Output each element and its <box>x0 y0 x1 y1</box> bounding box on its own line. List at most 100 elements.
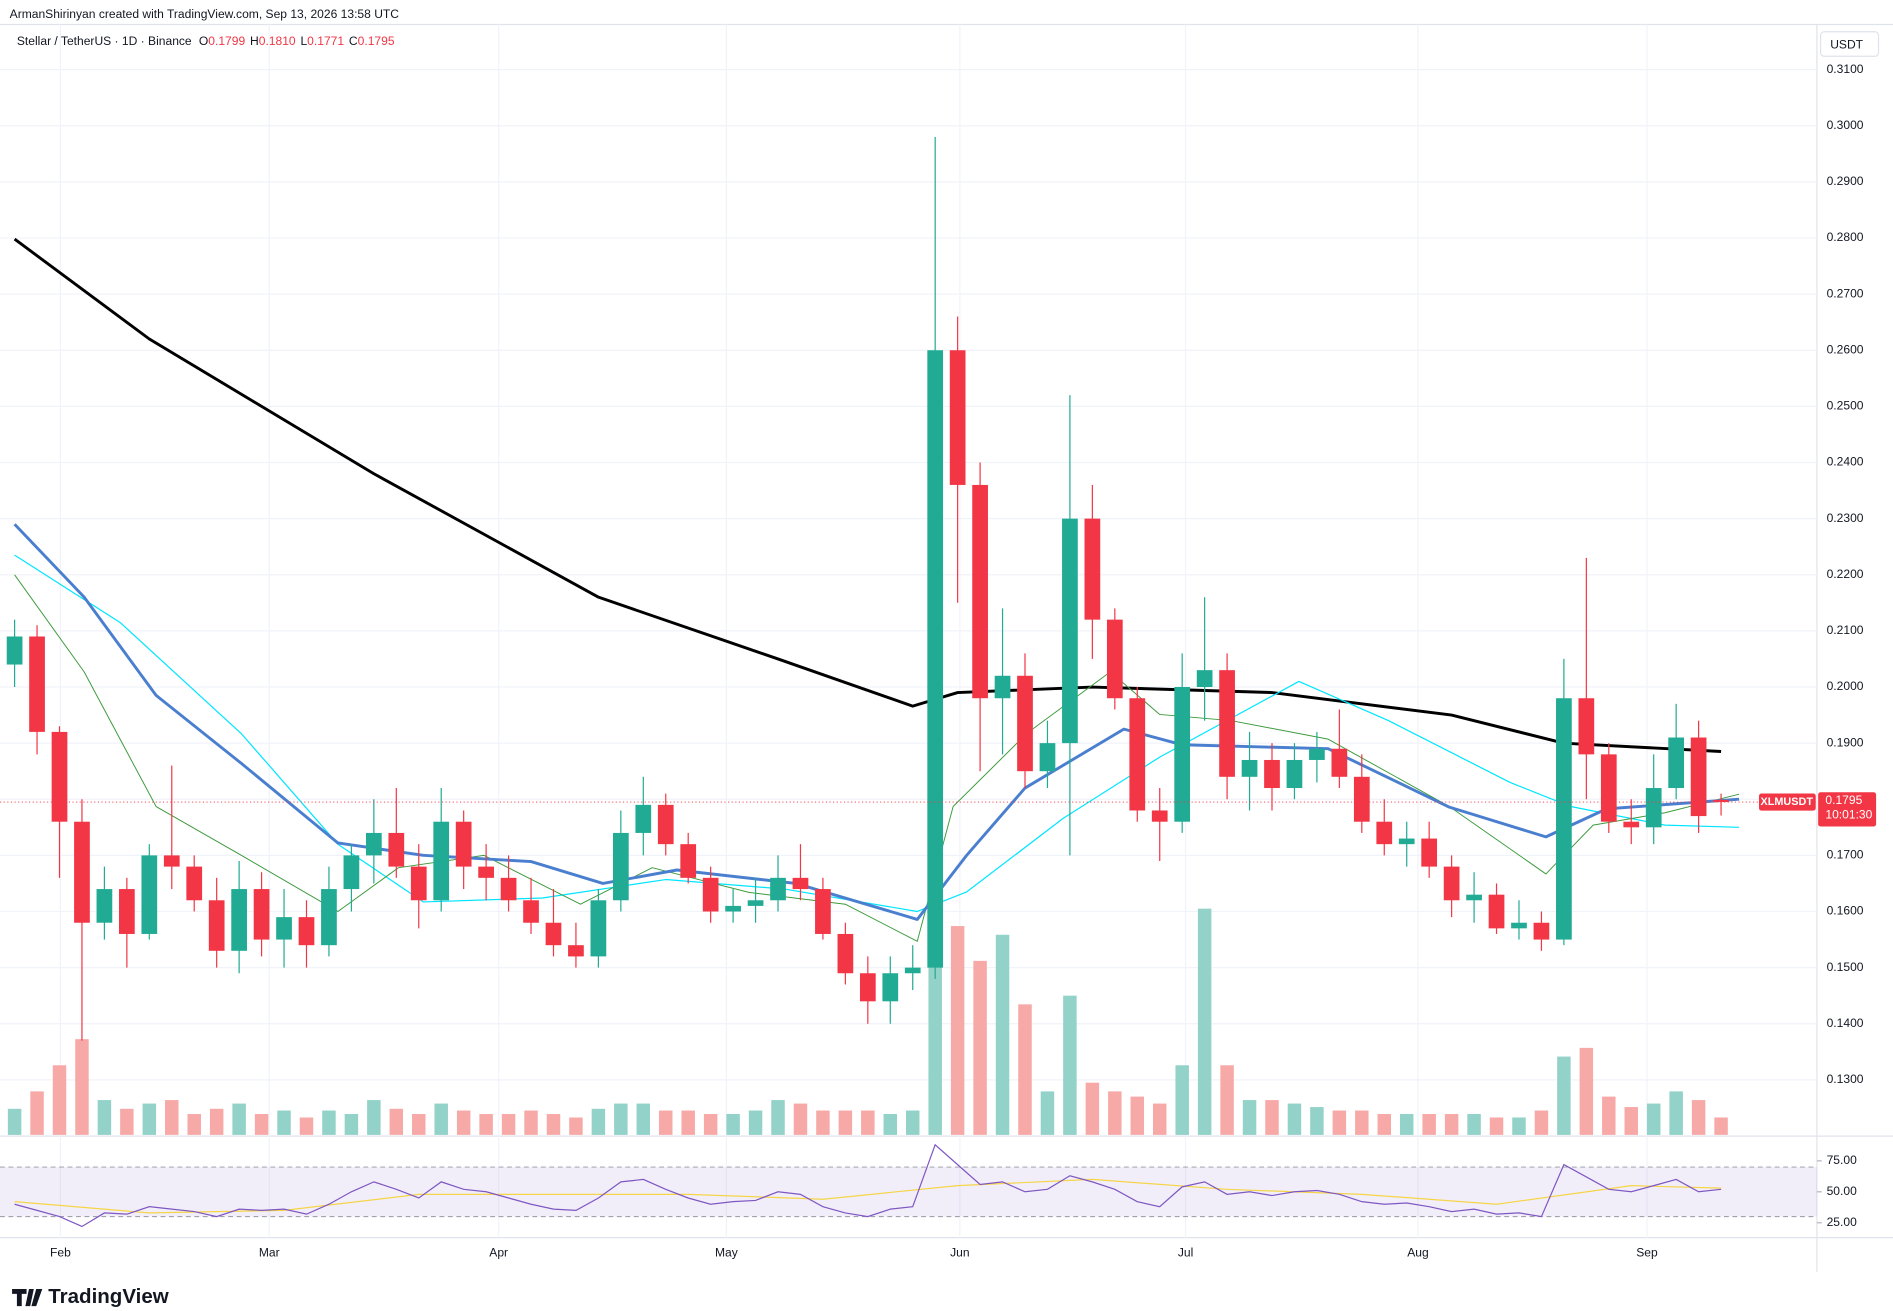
volume-bar <box>1265 1100 1279 1135</box>
ohlc-key: O <box>199 34 208 48</box>
symbol-tag-text: XLMUSDT <box>1761 796 1814 808</box>
candle-body <box>1264 759 1280 789</box>
candle-body <box>1219 670 1235 777</box>
y-tick-label: 0.2700 <box>1827 286 1864 300</box>
x-tick-label: Sep <box>1636 1246 1658 1260</box>
volume-bar <box>1332 1110 1347 1135</box>
volume-bar <box>838 1110 853 1135</box>
candle-body <box>163 855 180 867</box>
x-tick-label: Aug <box>1407 1246 1428 1260</box>
volume-bar <box>1422 1114 1436 1135</box>
candle-body <box>1084 518 1101 620</box>
volume-bar <box>636 1103 651 1135</box>
volume-bar <box>232 1103 246 1135</box>
volume-bar <box>389 1108 404 1135</box>
candle-body <box>433 821 450 901</box>
volume-bar <box>165 1100 179 1135</box>
volume-bar <box>1085 1082 1100 1135</box>
candle-body <box>1421 838 1438 867</box>
candle-body <box>208 900 225 951</box>
y-tick-label: 0.2200 <box>1827 567 1864 581</box>
rsi-tick-label: 50.00 <box>1827 1184 1857 1198</box>
candle-body <box>1062 518 1078 744</box>
y-tick-label: 0.1600 <box>1827 904 1864 918</box>
candle-body <box>365 832 382 856</box>
candle-body <box>590 900 607 957</box>
volume-bar <box>367 1100 381 1135</box>
y-tick-label: 0.1500 <box>1827 960 1864 974</box>
volume-bar <box>52 1065 67 1135</box>
volume-bar <box>614 1103 628 1135</box>
volume-bar <box>546 1114 561 1135</box>
candle-body <box>51 731 68 822</box>
x-tick-label: Mar <box>259 1246 280 1260</box>
y-tick-label: 0.2900 <box>1827 174 1864 188</box>
candle-body <box>1713 799 1729 803</box>
candle-body <box>882 973 899 1002</box>
volume-bar <box>1602 1096 1616 1135</box>
candle-body <box>1556 698 1572 940</box>
candle-body <box>680 844 697 878</box>
volume-bar <box>681 1110 695 1135</box>
ohlc-value: 0.1795 <box>358 34 395 48</box>
candle-body <box>1511 922 1527 929</box>
volume-bar <box>1534 1110 1549 1135</box>
candle-body <box>770 877 786 901</box>
candle-body <box>1600 754 1617 822</box>
candle-body <box>1106 619 1123 699</box>
volume-bar <box>1579 1047 1594 1135</box>
candle-body <box>927 350 944 968</box>
volume-bar <box>1018 1004 1032 1135</box>
candle-body <box>1039 743 1056 772</box>
currency-label[interactable]: USDT <box>1830 37 1863 51</box>
volume-bar <box>1310 1107 1324 1135</box>
candle-body <box>837 933 854 974</box>
volume-bar <box>1646 1103 1661 1135</box>
candle-body <box>949 350 966 485</box>
candle-body <box>29 636 45 732</box>
candle-body <box>1017 675 1033 772</box>
candle-body <box>702 877 719 912</box>
y-tick-label: 0.3000 <box>1827 118 1864 132</box>
volume-bar <box>479 1114 493 1135</box>
candle-body <box>1690 737 1707 817</box>
volume-bar <box>277 1110 291 1135</box>
volume-bar <box>906 1110 920 1135</box>
attribution: ArmanShirinyan created with TradingView.… <box>10 7 400 21</box>
price-tag-value: 0.1795 <box>1825 793 1862 807</box>
volume-bar <box>1489 1117 1504 1135</box>
volume-bar <box>142 1103 157 1135</box>
candle-body <box>141 855 158 934</box>
candle-body <box>1645 788 1662 828</box>
volume-bar <box>973 960 987 1135</box>
y-tick-label: 0.2100 <box>1827 623 1864 637</box>
logo-text: TradingView <box>48 1285 169 1308</box>
volume-bar <box>1669 1091 1683 1135</box>
volume-bar <box>120 1108 134 1135</box>
volume-bar <box>501 1114 516 1135</box>
volume-bar <box>703 1114 718 1135</box>
volume-bar <box>1714 1117 1728 1135</box>
candle-body <box>635 804 652 833</box>
candle-body <box>904 967 921 974</box>
y-tick-label: 0.1900 <box>1827 735 1864 749</box>
y-tick-label: 0.1300 <box>1827 1072 1864 1086</box>
volume-bar <box>75 1039 89 1135</box>
volume-bar <box>771 1100 785 1135</box>
volume-bar <box>726 1114 740 1135</box>
volume-bar <box>1512 1117 1526 1135</box>
volume-bar <box>254 1114 269 1135</box>
volume-bar <box>97 1100 112 1135</box>
candle-body <box>1578 698 1595 755</box>
candle-body <box>747 900 764 906</box>
currency-box[interactable] <box>1819 31 1880 57</box>
volume-bar <box>456 1110 471 1135</box>
candle-body <box>612 832 629 901</box>
candle-body <box>74 821 90 923</box>
candle-body <box>792 877 809 890</box>
volume-bar <box>1399 1114 1414 1135</box>
volume-bar <box>1063 995 1077 1135</box>
logo-mark <box>12 1288 43 1307</box>
candle-body <box>1174 687 1191 822</box>
